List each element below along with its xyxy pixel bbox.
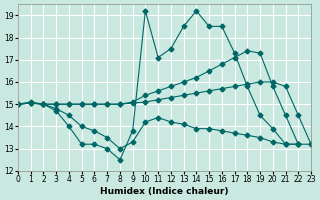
X-axis label: Humidex (Indice chaleur): Humidex (Indice chaleur): [100, 187, 229, 196]
